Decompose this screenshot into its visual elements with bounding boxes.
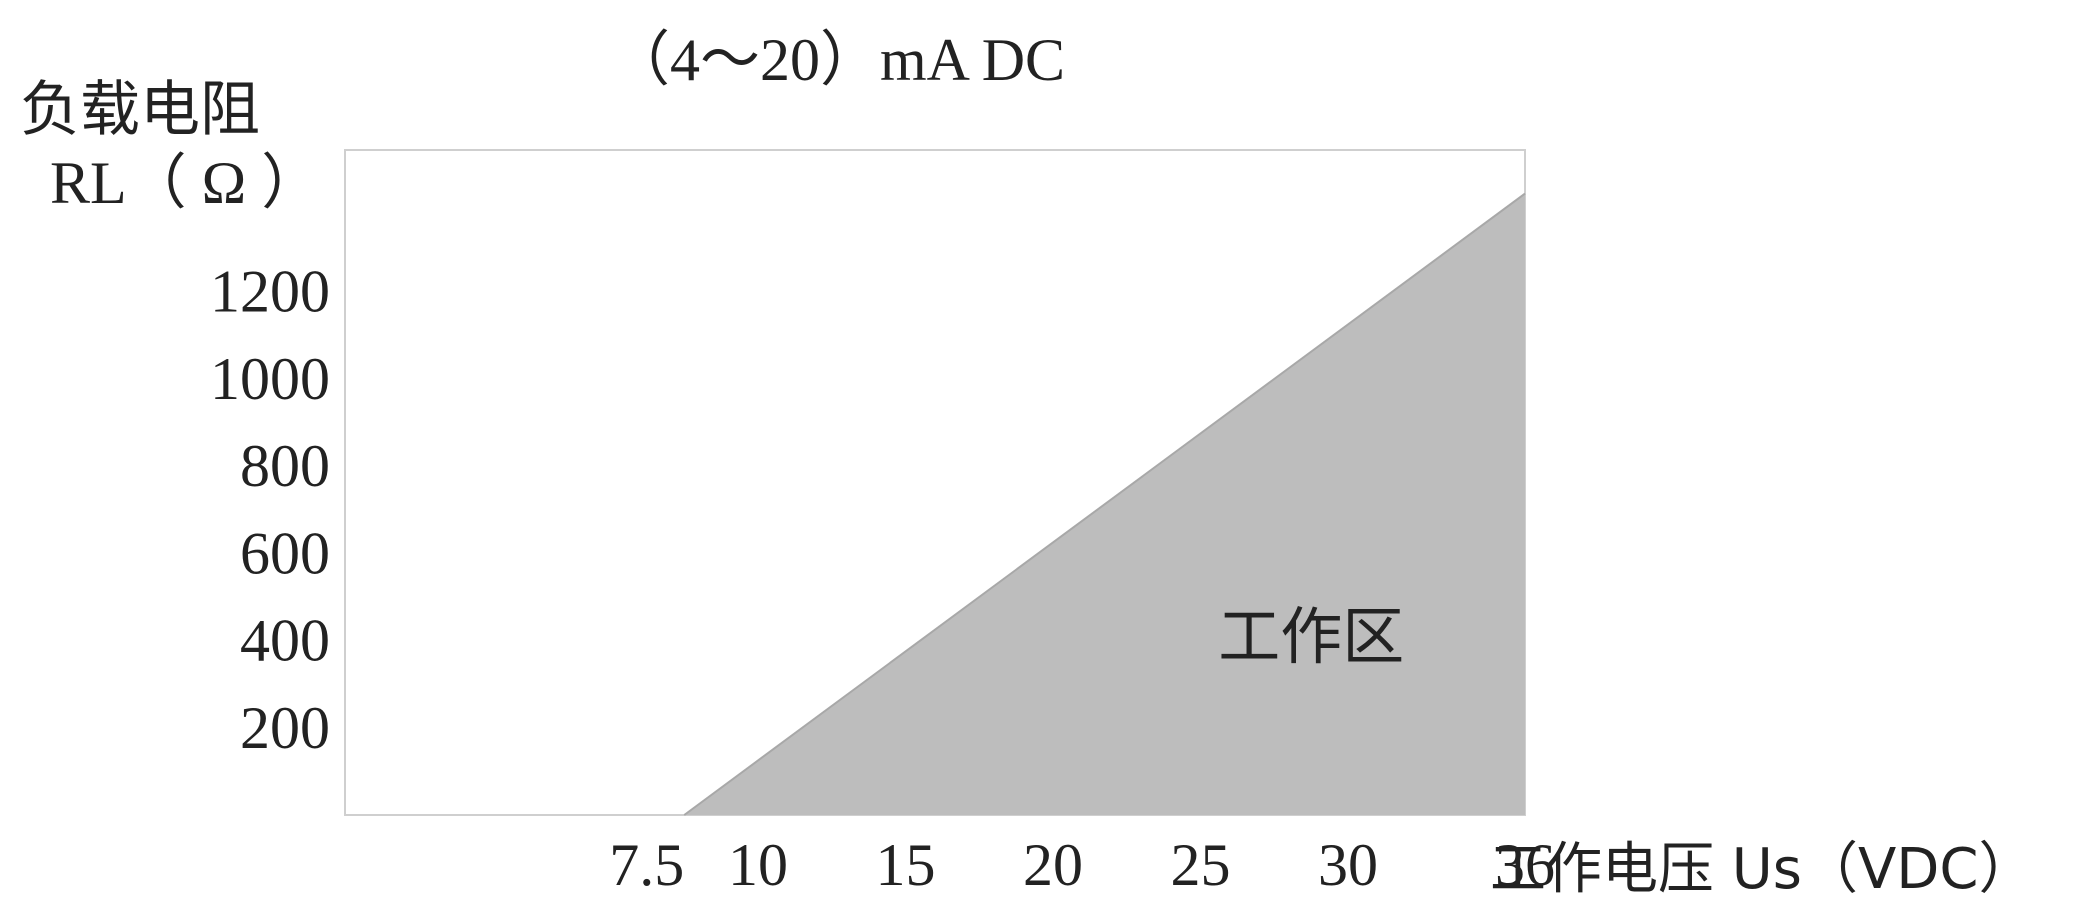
y-tick-label: 600 bbox=[240, 520, 330, 586]
y-tick-labels: 200 400 600 800 1000 1200 bbox=[210, 259, 330, 761]
region-label: 工作区 bbox=[1218, 600, 1404, 673]
y-axis-title: 负载电阻 bbox=[20, 75, 260, 145]
x-tick-label: 25 bbox=[1171, 832, 1231, 895]
y-axis-unit: RL（ Ω ） bbox=[50, 150, 321, 216]
x-tick-label: 7.5 bbox=[609, 832, 684, 895]
x-tick-label: 10 bbox=[728, 832, 788, 895]
x-axis-title: 工作电压 Us（VDC） bbox=[1490, 837, 2035, 895]
x-tick-label: 20 bbox=[1023, 832, 1083, 895]
y-tick-label: 400 bbox=[240, 608, 330, 674]
x-tick-labels: 7.5 10 15 20 25 30 36 bbox=[609, 832, 1555, 898]
boundary-line bbox=[683, 192, 1526, 816]
y-tick-label: 200 bbox=[240, 695, 330, 761]
x-tick-label: 36 bbox=[1495, 832, 1555, 895]
y-tick-label: 1000 bbox=[210, 346, 330, 412]
chart-marks: 工作区 bbox=[683, 192, 1526, 816]
y-tick-label: 800 bbox=[240, 433, 330, 499]
x-tick-label: 15 bbox=[876, 832, 936, 895]
x-tick-label: 30 bbox=[1318, 832, 1378, 895]
chart-title: （4～20）mA DC bbox=[610, 27, 1065, 93]
y-tick-label: 1200 bbox=[210, 259, 330, 325]
